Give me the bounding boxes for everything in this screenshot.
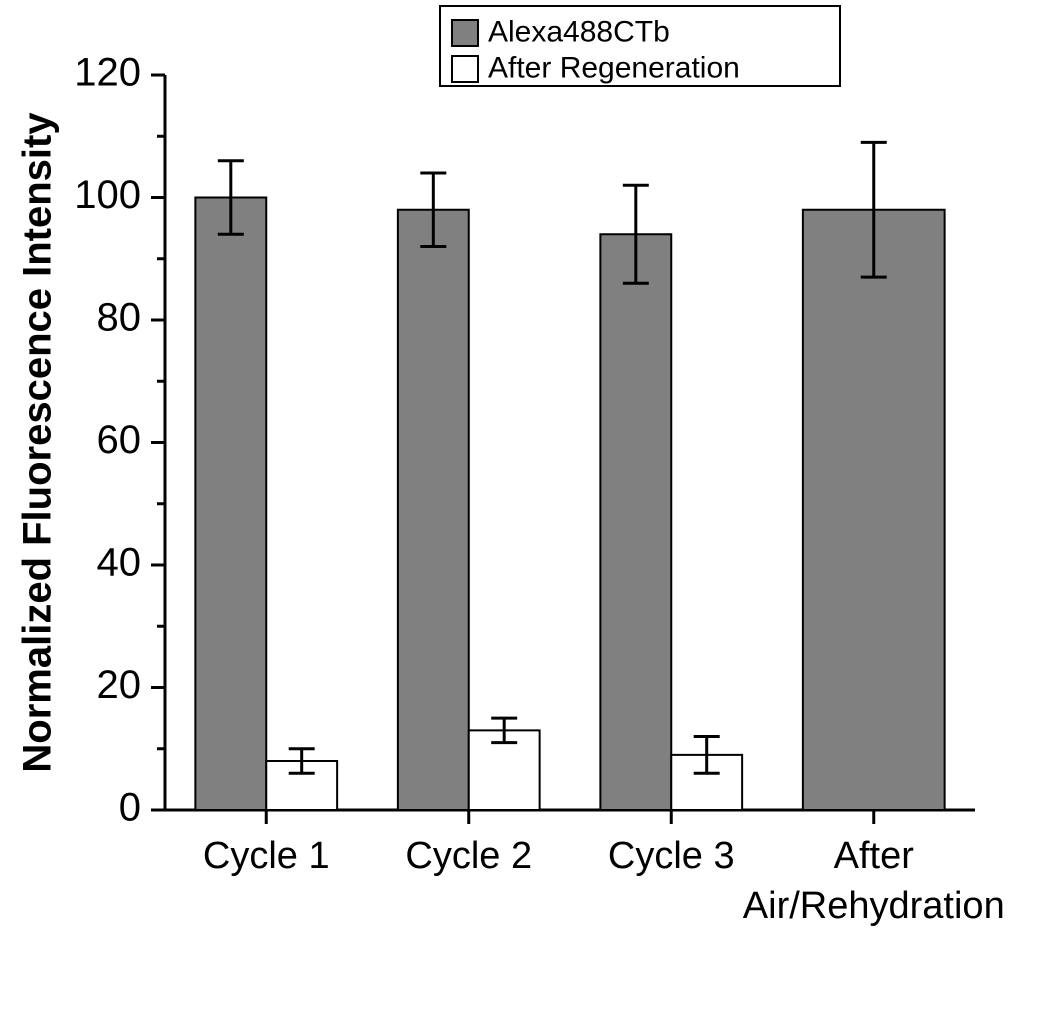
bar-chart: 0 20 40 60 80 100 120 Normalized Fluorescence I… [0,0,1050,1029]
y-tick-label: 40 [97,541,142,585]
y-tick-label: 120 [74,51,141,95]
legend-label: After Regeneration [488,51,740,84]
x-tick-label: Cycle 2 [405,835,532,877]
x-tick-label: After [834,835,915,877]
bar-Alexa488CTb [600,234,671,810]
bar-Alexa488CTb [398,210,469,810]
x-tick-label: Cycle 3 [608,835,735,877]
y-tick-label: 20 [97,663,142,707]
x-tick-label: Cycle 1 [203,835,330,877]
legend-label: Alexa488CTb [488,15,670,48]
chart-container: 0 20 40 60 80 100 120 Normalized Fluorescence I… [0,0,1050,1029]
bar-Alexa488CTb [803,210,945,810]
y-tick-label: 0 [119,786,141,830]
y-axis-label: Normalized Fluorescence Intensity [16,112,60,773]
x-tick-label-secondary: Air/Rehydration [743,885,1005,927]
y-tick-label: 100 [74,173,141,217]
legend-swatch [452,56,478,82]
bar-Alexa488CTb [195,198,266,811]
y-tick-label: 60 [97,418,142,462]
y-tick-label: 80 [97,296,142,340]
legend-swatch [452,20,478,46]
